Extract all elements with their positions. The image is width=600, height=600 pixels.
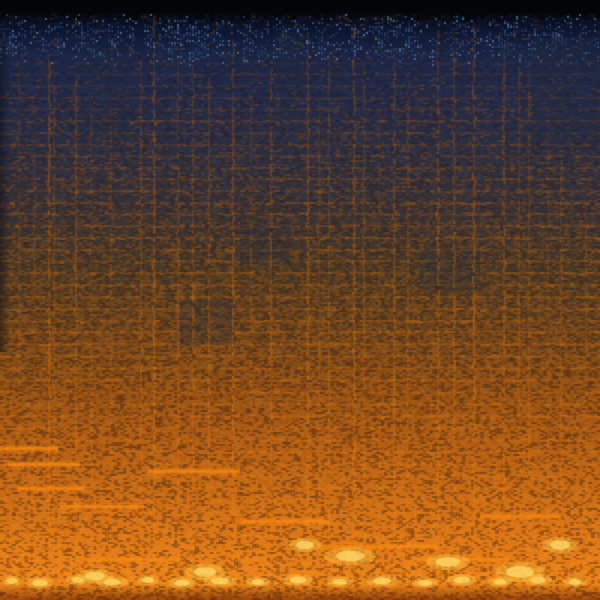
spectrogram-canvas: [0, 0, 600, 600]
spectrogram-view: [0, 0, 600, 600]
